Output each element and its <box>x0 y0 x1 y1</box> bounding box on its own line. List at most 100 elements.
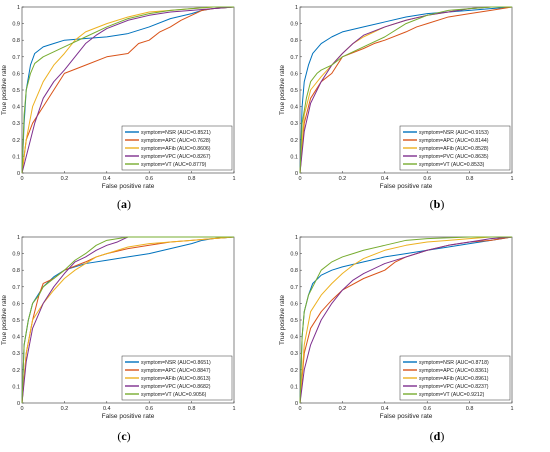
y-axis-label: True positive rate <box>1 295 8 345</box>
panel-label: (b) <box>430 197 445 211</box>
y-tick-label: 0.1 <box>12 384 20 390</box>
legend-entry: symptom=NSR (AUC=0.8718) <box>419 360 489 366</box>
y-tick-label: 0.7 <box>12 55 20 61</box>
legend-box <box>121 125 233 171</box>
x-tick-label: 0.8 <box>188 406 196 412</box>
y-tick-label: 0.4 <box>12 105 20 111</box>
roc-curve-vpc <box>299 6 512 174</box>
y-tick-label: 0.9 <box>12 22 20 28</box>
x-tick-label: 0.2 <box>339 176 347 182</box>
y-tick-label: 0 <box>295 401 298 407</box>
legend: symptom=NSR (AUC=0.9153) symptom=APC (AUC… <box>399 125 511 171</box>
x-tick-label: 0 <box>298 176 301 182</box>
panel-label: (d) <box>430 429 445 443</box>
y-tick-label: 1 <box>295 235 298 241</box>
roc-curve-nsr <box>21 6 235 174</box>
legend-entry: symptom=APC (AUC=0.8144) <box>419 138 489 144</box>
legend-entry: symptom=AFib (AUC=0.8961) <box>419 376 489 382</box>
legend-entry: symptom=VPC (AUC=0.8237) <box>419 384 489 390</box>
y-tick-label: 0.9 <box>290 252 298 258</box>
y-axis-label: True positive rate <box>279 295 286 345</box>
y-tick-label: 0 <box>295 171 298 177</box>
roc-curve-vt <box>299 236 512 404</box>
legend-entry: symptom=APC (AUC=0.8847) <box>141 368 211 374</box>
x-tick-label: 0 <box>20 406 23 412</box>
roc-curve-afib <box>299 236 512 404</box>
legend-entry: symptom=VT (AUC=0.8533) <box>419 162 485 168</box>
y-tick-label: 0.1 <box>12 154 20 160</box>
x-tick-label: 0.4 <box>103 406 111 412</box>
legend: symptom=NSR (AUC=0.8718) symptom=APC (AUC… <box>399 355 511 401</box>
panel-label: (a) <box>117 197 131 211</box>
y-tick-label: 0.3 <box>12 351 20 357</box>
x-tick-label: 0.6 <box>145 176 153 182</box>
y-tick-label: 0.5 <box>12 88 20 94</box>
y-tick-label: 0.3 <box>12 121 20 127</box>
legend-entry: symptom=VPC (AUC=0.8682) <box>141 384 211 390</box>
y-tick-label: 0.3 <box>290 351 298 357</box>
x-tick-label: 1 <box>232 406 235 412</box>
panel-label: (c) <box>117 429 130 443</box>
x-tick-label: 0.6 <box>145 406 153 412</box>
x-tick-label: 0 <box>20 176 23 182</box>
x-tick-label: 0.2 <box>61 406 69 412</box>
y-tick-label: 0.8 <box>12 268 20 274</box>
x-tick-label: 0.2 <box>339 406 347 412</box>
roc-curve-apc <box>299 6 513 174</box>
roc-panel-1: 0 0.2 0.4 0.6 0.8 1 0 0.1 0.2 0.3 0.4 0.5 0.6 0.7 0.8 0… <box>1 5 236 211</box>
x-tick-label: 0.8 <box>466 176 474 182</box>
y-tick-label: 0 <box>17 401 20 407</box>
y-tick-label: 0.6 <box>12 301 20 307</box>
x-tick-label: 0.4 <box>381 176 389 182</box>
legend-entry: symptom=NSR (AUC=0.8521) <box>141 130 211 136</box>
y-tick-label: 0.5 <box>290 88 298 94</box>
legend-entry: symptom=NSR (AUC=0.9153) <box>419 130 489 136</box>
x-tick-label: 0.2 <box>61 176 69 182</box>
y-tick-label: 1 <box>17 5 20 11</box>
y-tick-label: 0 <box>17 171 20 177</box>
y-tick-label: 0.1 <box>290 154 298 160</box>
legend-entry: symptom=VT (AUC=0.8779) <box>141 162 207 168</box>
legend-entry: symptom=VT (AUC=0.9212) <box>419 392 485 398</box>
roc-curve-afib <box>21 236 235 404</box>
roc-curve-vt <box>21 236 234 404</box>
legend-box <box>121 355 233 401</box>
y-tick-label: 0.4 <box>12 335 20 341</box>
legend: symptom=NSR (AUC=0.8651) symptom=APC (AUC… <box>121 355 233 401</box>
roc-curve-vt <box>299 6 512 174</box>
x-axis-label: False positive rate <box>380 413 433 420</box>
legend-entry: symptom=AFib (AUC=0.8528) <box>419 146 489 152</box>
legend-entry: symptom=AFib (AUC=0.8613) <box>141 376 211 382</box>
x-tick-label: 0.8 <box>466 406 474 412</box>
y-tick-label: 0.1 <box>290 384 298 390</box>
legend-box <box>399 125 511 171</box>
legend-entry: symptom=NSR (AUC=0.8651) <box>141 360 211 366</box>
x-axis-label: False positive rate <box>380 183 433 190</box>
y-tick-label: 0.7 <box>290 55 298 61</box>
legend-entry: symptom=PVC (AUC=0.8635) <box>419 154 489 160</box>
x-tick-label: 0.4 <box>103 176 111 182</box>
roc-curve-vpc <box>21 6 235 174</box>
y-tick-label: 0.2 <box>290 368 298 374</box>
y-tick-label: 0.7 <box>12 285 20 291</box>
y-tick-label: 0.8 <box>290 38 298 44</box>
y-tick-label: 0.2 <box>290 138 298 144</box>
y-tick-label: 0.8 <box>12 38 20 44</box>
roc-curve-vpc <box>299 236 513 404</box>
roc-curve-nsr <box>299 6 513 174</box>
x-tick-label: 1 <box>510 406 513 412</box>
y-tick-label: 0.6 <box>12 71 20 77</box>
y-tick-label: 0.6 <box>290 301 298 307</box>
y-tick-label: 0.8 <box>290 268 298 274</box>
x-tick-label: 1 <box>232 176 235 182</box>
y-tick-label: 0.9 <box>290 22 298 28</box>
y-tick-label: 0.7 <box>290 285 298 291</box>
x-axis-label: False positive rate <box>102 183 155 190</box>
legend: symptom=NSR (AUC=0.8521) symptom=APC (AUC… <box>121 125 233 171</box>
x-tick-label: 0.6 <box>423 406 431 412</box>
x-tick-label: 0.8 <box>188 176 196 182</box>
y-tick-label: 0.5 <box>12 318 20 324</box>
y-tick-label: 1 <box>295 5 298 11</box>
x-tick-label: 0 <box>298 406 301 412</box>
y-tick-label: 0.4 <box>290 105 298 111</box>
